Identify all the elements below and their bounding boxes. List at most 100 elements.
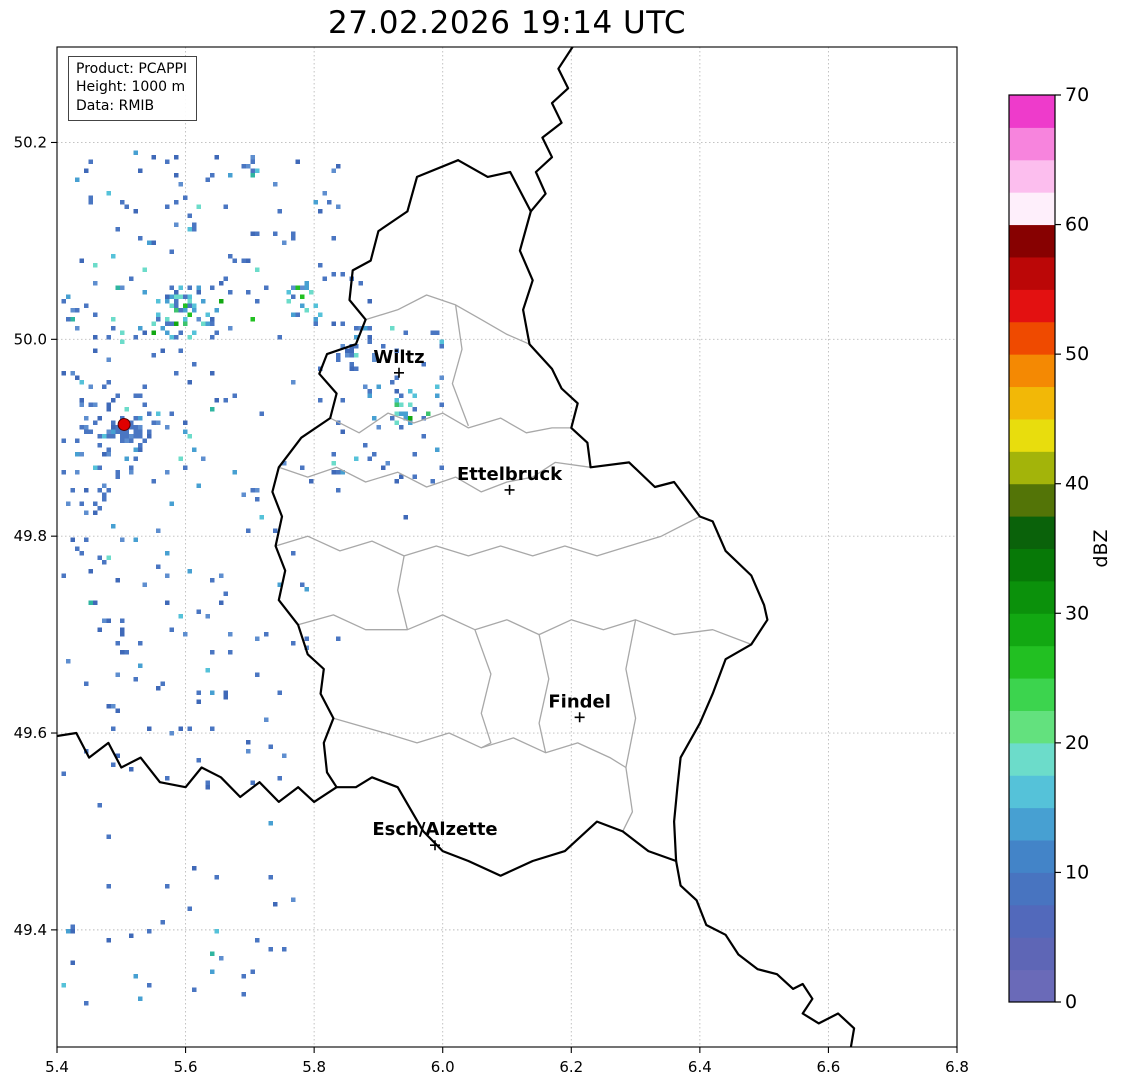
radar-echo-pixel [192, 227, 197, 232]
radar-echo-pixel [120, 285, 125, 290]
radar-echo-pixel [75, 326, 80, 331]
colorbar-segment [1009, 418, 1055, 452]
radar-echo-pixel [210, 690, 215, 695]
radar-echo-pixel [174, 308, 179, 313]
radar-echo-pixel [291, 897, 296, 902]
district-border [451, 304, 470, 427]
radar-echo-pixel [255, 938, 260, 943]
radar-echo-pixel [160, 681, 165, 686]
colorbar-segment [1009, 612, 1055, 647]
radar-echo-pixel [97, 627, 102, 632]
radar-echo-pixel [115, 474, 120, 479]
radar-echo-pixel [142, 384, 147, 389]
radar-echo-pixel [111, 704, 116, 709]
radar-echo-pixel [133, 974, 138, 979]
radar-echo-pixel [84, 303, 89, 308]
radar-echo-pixel [345, 353, 350, 358]
radar-echo-pixel [115, 393, 120, 398]
radar-echo-pixel [394, 479, 399, 484]
radar-echo-pixel [264, 285, 269, 290]
radar-echo-pixel [174, 200, 179, 205]
radar-echo-pixel [196, 690, 201, 695]
radar-echo-pixel [210, 650, 215, 655]
radar-echo-pixel [313, 321, 318, 326]
radar-echo-pixel [205, 177, 210, 182]
radar-echo-pixel [372, 416, 377, 421]
radar-echo-pixel [331, 272, 336, 277]
radar-echo-pixel [394, 389, 399, 394]
radar-echo-pixel [331, 461, 336, 466]
radar-echo-pixel [111, 254, 116, 259]
radar-echo-pixel [340, 321, 345, 326]
radar-echo-pixel [120, 200, 125, 205]
radar-echo-pixel [367, 299, 372, 304]
radar-echo-pixel [84, 168, 89, 173]
radar-echo-pixel [111, 425, 116, 430]
radar-echo-pixel [255, 231, 260, 236]
radar-echo-pixel [187, 380, 192, 385]
district-border [474, 629, 492, 749]
radar-echo-pixel [349, 362, 354, 367]
radar-echo-pixel [187, 285, 192, 290]
plot-content-layer: Wiltz Ettelbruck Findel Esch/Alzette [57, 47, 957, 1047]
radar-echo-pixel [138, 434, 143, 439]
x-tick-label: 6.2 [559, 1058, 583, 1076]
colorbar-segment [1009, 353, 1055, 388]
radar-echo-pixel [331, 236, 336, 241]
radar-echo-pixel [133, 335, 138, 340]
radar-echo-pixel [169, 285, 174, 290]
district-border [275, 515, 701, 557]
x-tick-label: 6.0 [431, 1058, 455, 1076]
colorbar-axis-label: dBZ [1090, 529, 1112, 567]
radar-echo-pixel [228, 650, 233, 655]
radar-echo-pixel [88, 384, 93, 389]
radar-echo-pixel [390, 416, 395, 421]
radar-echo-pixel [93, 510, 98, 515]
colorbar-segment [1009, 483, 1055, 517]
radar-echo-pixel [115, 708, 120, 713]
radar-echo-pixel [277, 690, 282, 695]
radar-echo-pixel [61, 470, 66, 475]
radar-echo-pixel [75, 470, 80, 475]
radar-echo-pixel [79, 452, 84, 457]
radar-echo-pixel [246, 740, 251, 745]
radar-echo-pixel [183, 195, 188, 200]
radar-echo-pixel [250, 168, 255, 173]
radar-echo-pixel [205, 321, 210, 326]
radar-echo-pixel [115, 753, 120, 758]
radar-site-marker [117, 417, 131, 431]
district-border [278, 461, 591, 493]
radar-echo-pixel [84, 681, 89, 686]
radar-echo-pixel [165, 551, 170, 556]
radar-echo-pixel [106, 704, 111, 709]
radar-echo-pixel [372, 353, 377, 358]
radar-echo-pixel [192, 303, 197, 308]
radar-echo-pixel [390, 326, 395, 331]
radar-echo-pixel [174, 321, 179, 326]
radar-echo-pixel [156, 528, 161, 533]
radar-echo-pixel [345, 348, 350, 353]
radar-echo-pixel [196, 483, 201, 488]
radar-echo-pixel [165, 425, 170, 430]
radar-echo-pixel [210, 285, 215, 290]
radar-echo-pixel [106, 834, 111, 839]
radar-echo-pixel [336, 470, 341, 475]
radar-echo-pixel [327, 200, 332, 205]
radar-echo-pixel [133, 537, 138, 542]
radar-echo-pixel [241, 258, 246, 263]
radar-echo-pixel [210, 371, 215, 376]
radar-echo-pixel [70, 488, 75, 493]
radar-echo-pixel [70, 371, 75, 376]
radar-echo-pixel [219, 956, 224, 961]
radar-echo-pixel [394, 402, 399, 407]
radar-echo-pixel [124, 204, 129, 209]
radar-echo-pixel [102, 618, 107, 623]
radar-echo-pixel [138, 393, 143, 398]
colorbar-segment [1009, 871, 1055, 906]
radar-echo-pixel [147, 929, 152, 934]
radar-echo-pixel [210, 969, 215, 974]
district-border [397, 555, 409, 630]
radar-echo-pixel [178, 308, 183, 313]
radar-echo-pixel [304, 308, 309, 313]
radar-echo-pixel [66, 317, 71, 322]
